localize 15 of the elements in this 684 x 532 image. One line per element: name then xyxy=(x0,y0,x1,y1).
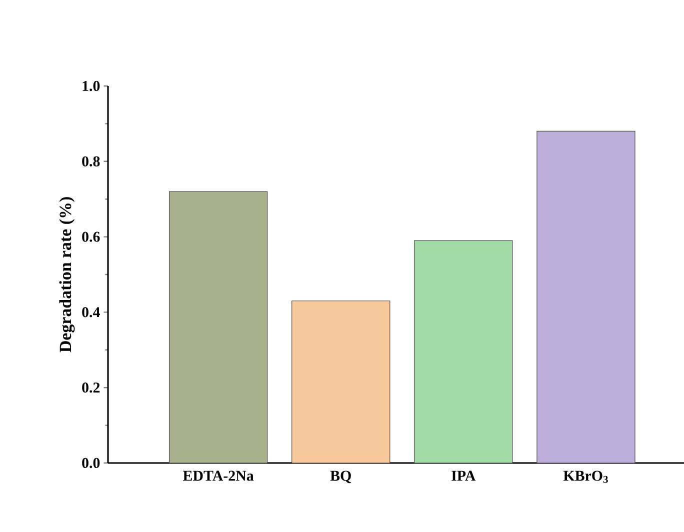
y-axis-title: Degradation rate (%) xyxy=(59,197,75,352)
x-tick-label: EDTA-2Na xyxy=(182,470,254,481)
y-tick-label: 0.0 xyxy=(82,458,100,468)
y-tick-label: 0.2 xyxy=(82,382,100,393)
x-tick-label: KBrO$_{3}$ xyxy=(563,470,608,483)
y-tick-label: 0.6 xyxy=(82,232,100,242)
x-tick-label: IPA xyxy=(452,470,476,481)
bar xyxy=(536,130,636,464)
bar xyxy=(414,240,513,464)
y-tick-label: 1.0 xyxy=(82,80,100,92)
bar xyxy=(292,300,390,464)
y-tick-label: 0.4 xyxy=(82,307,100,318)
y-tick-label: 0.8 xyxy=(82,156,100,166)
x-tick-label: BQ xyxy=(330,470,351,484)
bar xyxy=(168,191,268,464)
